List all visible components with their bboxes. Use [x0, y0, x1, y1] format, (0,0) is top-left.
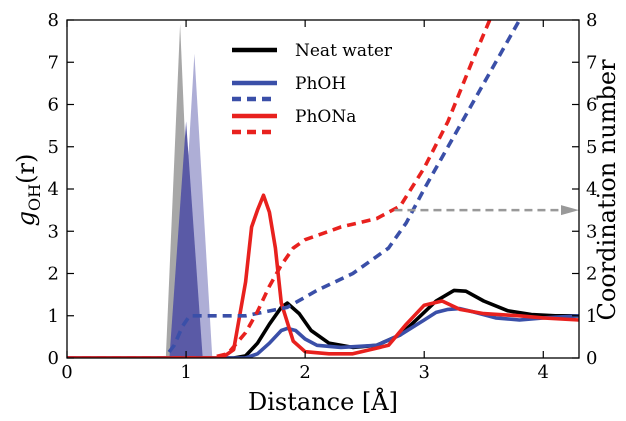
y-tick-label: 1 — [48, 306, 59, 327]
y-tick-label: 7 — [48, 52, 59, 73]
y2-tick-label: 2 — [586, 264, 597, 285]
y-tick-label: 0 — [48, 348, 59, 369]
legend-label: Neat water — [295, 41, 393, 61]
legend-entry-phona: PhONa — [232, 107, 356, 135]
y2-tick-label: 6 — [586, 95, 597, 116]
y2-tick-label: 5 — [586, 137, 597, 158]
x-axis-title: Distance [Å] — [248, 387, 398, 416]
y-axis-title-base: g — [12, 211, 40, 226]
y2-tick-label: 3 — [586, 221, 597, 242]
legend-entry-phoh: PhOH — [232, 74, 346, 102]
y-axis-title: gOH(r) — [12, 154, 44, 227]
neat-water-line — [67, 288, 579, 358]
legend-label: PhONa — [295, 107, 356, 127]
phoh-coordination-line — [67, 20, 522, 358]
y2-tick-label: 4 — [586, 179, 597, 200]
y-tick-label: 4 — [48, 179, 59, 200]
phona-coordination-line — [67, 20, 492, 358]
x-tick-label: 2 — [299, 362, 310, 383]
phona-line — [67, 193, 579, 358]
series-lines — [67, 20, 579, 358]
legend-label: PhOH — [295, 74, 346, 94]
filled-peaks — [165, 24, 213, 358]
legend: Neat water PhOH PhONa — [232, 41, 393, 135]
y2-tick-label: 7 — [586, 52, 597, 73]
y-tick-label: 8 — [48, 10, 59, 31]
annotation-arrow-head — [561, 205, 579, 216]
y2-tick-label: 1 — [586, 306, 597, 327]
y-tick-label: 3 — [48, 221, 59, 242]
y-axis-title-tail: (r) — [12, 154, 40, 184]
y-axis-title-subscript: OH — [25, 184, 44, 211]
phoh-line — [67, 306, 579, 358]
x-tick-label: 4 — [538, 362, 549, 383]
y2-tick-label: 8 — [586, 10, 597, 31]
x-tick-label: 0 — [61, 362, 72, 383]
x-tick-label: 3 — [418, 362, 429, 383]
y-tick-label: 5 — [48, 137, 59, 158]
axis-ticks: 0 1 2 3 4 0 1 2 3 4 5 6 7 8 0 1 2 3 4 5 6 7 8 — [48, 10, 598, 383]
y2-axis-title: Coordination number — [593, 59, 621, 321]
annotation-arrow — [394, 205, 579, 216]
x-tick-label: 1 — [180, 362, 191, 383]
y-tick-label: 2 — [48, 264, 59, 285]
legend-entry-neat-water: Neat water — [232, 41, 393, 61]
y-tick-label: 6 — [48, 95, 59, 116]
y2-tick-label: 0 — [586, 348, 597, 369]
indigo-peak — [169, 121, 203, 358]
